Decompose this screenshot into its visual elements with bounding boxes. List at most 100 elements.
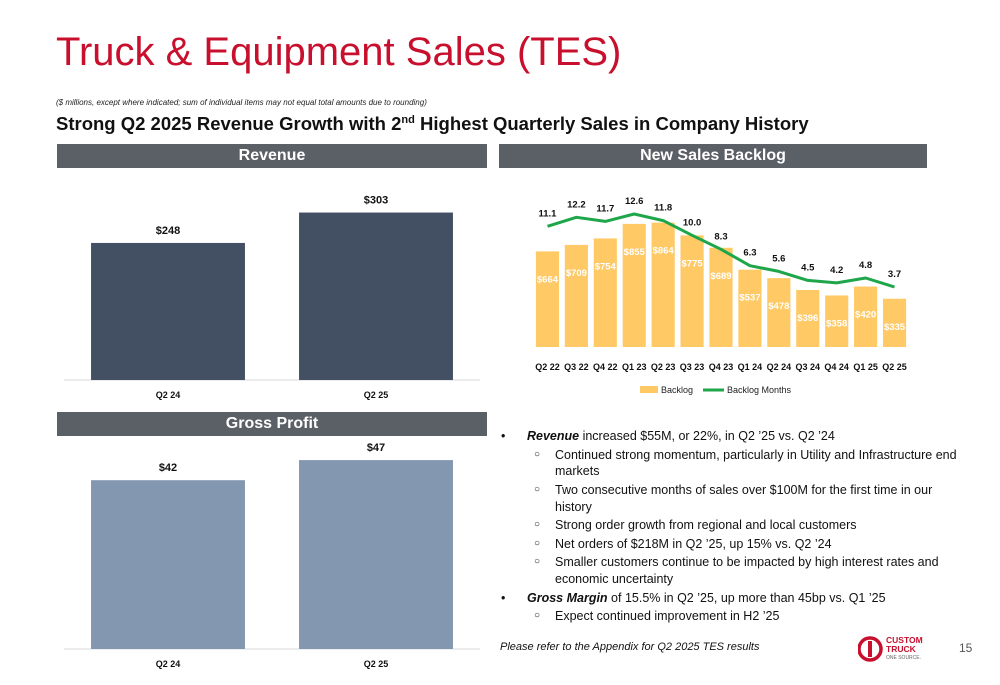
revenue-tick-label: Q2 24 [156,390,181,400]
backlog-months-line [547,212,895,289]
backlog-months-label: 8.3 [714,231,727,242]
legend-backlog-swatch [640,386,658,393]
backlog-bar [738,269,762,347]
backlog-bar [854,286,878,347]
gross-profit-data-label: $42 [159,462,177,474]
sub-bullet-item: ○ Two consecutive months of sales over $1… [500,482,970,515]
sub-bullet-text: Expect continued improvement in H2 ’25 [555,609,780,624]
page-number: 15 [959,641,973,655]
sub-bullet-text: Two consecutive months of sales over $10… [555,482,933,514]
bullet-item: • Revenue increased $55M, or 22%, in Q2 ’… [500,428,970,445]
sub-bullet-text: Net orders of $218M in Q2 ’25, up 15% vs… [555,536,832,551]
backlog-bar-label: $335 [884,322,906,333]
bullet-dot-icon: • [501,590,506,605]
custom-truck-logo: CUSTOM TRUCK ONE SOURCE. [858,635,923,662]
revenue-data-label: $248 [156,225,180,237]
bullet-text: of 15.5% in Q2 ’25, up more than 45bp vs… [607,590,886,605]
gross-profit-tick-label: Q2 25 [364,659,389,669]
sub-bullet-circle-icon: ○ [534,483,541,495]
backlog-months-label: 4.2 [830,265,843,276]
sub-bullet-circle-icon: ○ [534,448,541,460]
revenue-tick-label: Q2 25 [364,390,389,400]
gross-profit-bar [91,480,245,649]
backlog-months-label: 11.7 [596,203,614,214]
logo-one-icon [868,641,872,657]
bullet-bold-text: Gross Margin [527,590,608,605]
sub-bullet-item: ○ Continued strong momentum, particularly… [500,447,970,480]
revenue-data-label: $303 [364,195,388,207]
sub-bullet-text: Continued strong momentum, particularly … [555,447,957,479]
legend-backlog-label: Backlog [661,385,693,395]
logo-ring-icon [858,636,883,662]
backlog-bar [593,238,617,347]
sub-bullet-circle-icon: ○ [534,610,541,622]
backlog-bar [882,298,907,347]
backlog-months-label: 10.0 [683,217,702,228]
backlog-bar-label: $358 [826,318,847,329]
backlog-tick-label: Q4 22 [593,362,618,372]
gross-profit-bar [299,460,453,649]
logo-line1: CUSTOM [886,635,923,645]
backlog-months-label: 4.8 [859,260,872,271]
sub-bullet-item: ○ Expect continued improvement in H2 ’25 [500,608,970,625]
backlog-bar-label: $855 [624,247,646,258]
backlog-months-label: 11.8 [654,203,672,214]
page-subtitle: Strong Q2 2025 Revenue Growth with 2nd H… [56,113,809,135]
subtitle-pre: Strong Q2 2025 Revenue Growth with 2 [56,113,402,134]
subtitle-post: Highest Quarterly Sales in Company Histo… [414,113,809,134]
gross-profit-panel-header: Gross Profit [57,412,487,436]
backlog-bar [535,251,560,347]
backlog-bar [651,222,675,347]
sub-bullet-text: Strong order growth from regional and lo… [555,518,857,533]
subtitle-sup: nd [401,113,415,126]
bullet-text: increased $55M, or 22%, in Q2 ’25 vs. Q2… [579,429,835,443]
sub-bullet-text: Smaller customers continue to be impacte… [555,555,939,586]
sub-bullet-item: ○ Smaller customers continue to be impact… [500,554,970,587]
page-title: Truck & Equipment Sales (TES) [56,30,622,74]
backlog-bar [767,278,791,347]
logo-line2: TRUCK [886,644,917,654]
backlog-tick-label: Q3 22 [564,362,589,372]
legend-months-label: Backlog Months [727,385,792,395]
backlog-tick-label: Q2 23 [651,362,676,372]
backlog-bar-label: $537 [739,293,760,304]
backlog-bar-label: $689 [710,271,731,282]
revenue-bar [299,212,453,380]
backlog-bar-label: $396 [797,313,818,324]
backlog-tick-label: Q3 23 [680,362,705,372]
footnote: Please refer to the Appendix for Q2 2025… [500,641,760,653]
backlog-bar-label: $864 [653,246,675,257]
backlog-tick-label: Q2 24 [767,362,792,372]
backlog-months-label: 6.3 [743,248,756,259]
backlog-months-label: 11.1 [538,208,557,219]
backlog-bar-label: $754 [595,261,617,272]
backlog-tick-label: Q2 25 [882,362,907,372]
backlog-tick-label: Q2 22 [535,362,560,372]
bullet-dot-icon: • [501,429,506,443]
backlog-months-label: 4.5 [801,262,815,273]
backlog-bar-label: $420 [855,310,876,321]
backlog-months-label: 5.6 [772,253,785,264]
backlog-tick-label: Q3 24 [796,362,821,372]
backlog-tick-label: Q4 23 [709,362,734,372]
logo-line3: ONE SOURCE. [886,655,921,661]
backlog-months-label: 12.2 [567,199,586,210]
backlog-months-label: 12.6 [625,196,644,207]
backlog-bar [796,289,820,347]
backlog-tick-label: Q1 24 [738,362,763,372]
backlog-bar-label: $775 [682,258,704,269]
bullet-item: • Gross Margin of 15.5% in Q2 ’25, up mor… [500,590,970,607]
gross-profit-data-label: $47 [367,442,385,454]
revenue-bar [91,242,245,380]
backlog-bar-label: $478 [768,301,789,312]
backlog-months-label: 3.7 [888,269,901,280]
sub-bullet-circle-icon: ○ [534,556,541,568]
backlog-bar [709,247,733,347]
bullet-list: • Revenue increased $55M, or 22%, in Q2 ’… [500,428,970,627]
backlog-bar [564,244,588,347]
sub-bullet-item: ○ Strong order growth from regional and l… [500,517,970,534]
backlog-bar-label: $709 [566,268,587,279]
backlog-tick-label: Q1 23 [622,362,647,372]
sub-bullet-circle-icon: ○ [534,519,541,531]
